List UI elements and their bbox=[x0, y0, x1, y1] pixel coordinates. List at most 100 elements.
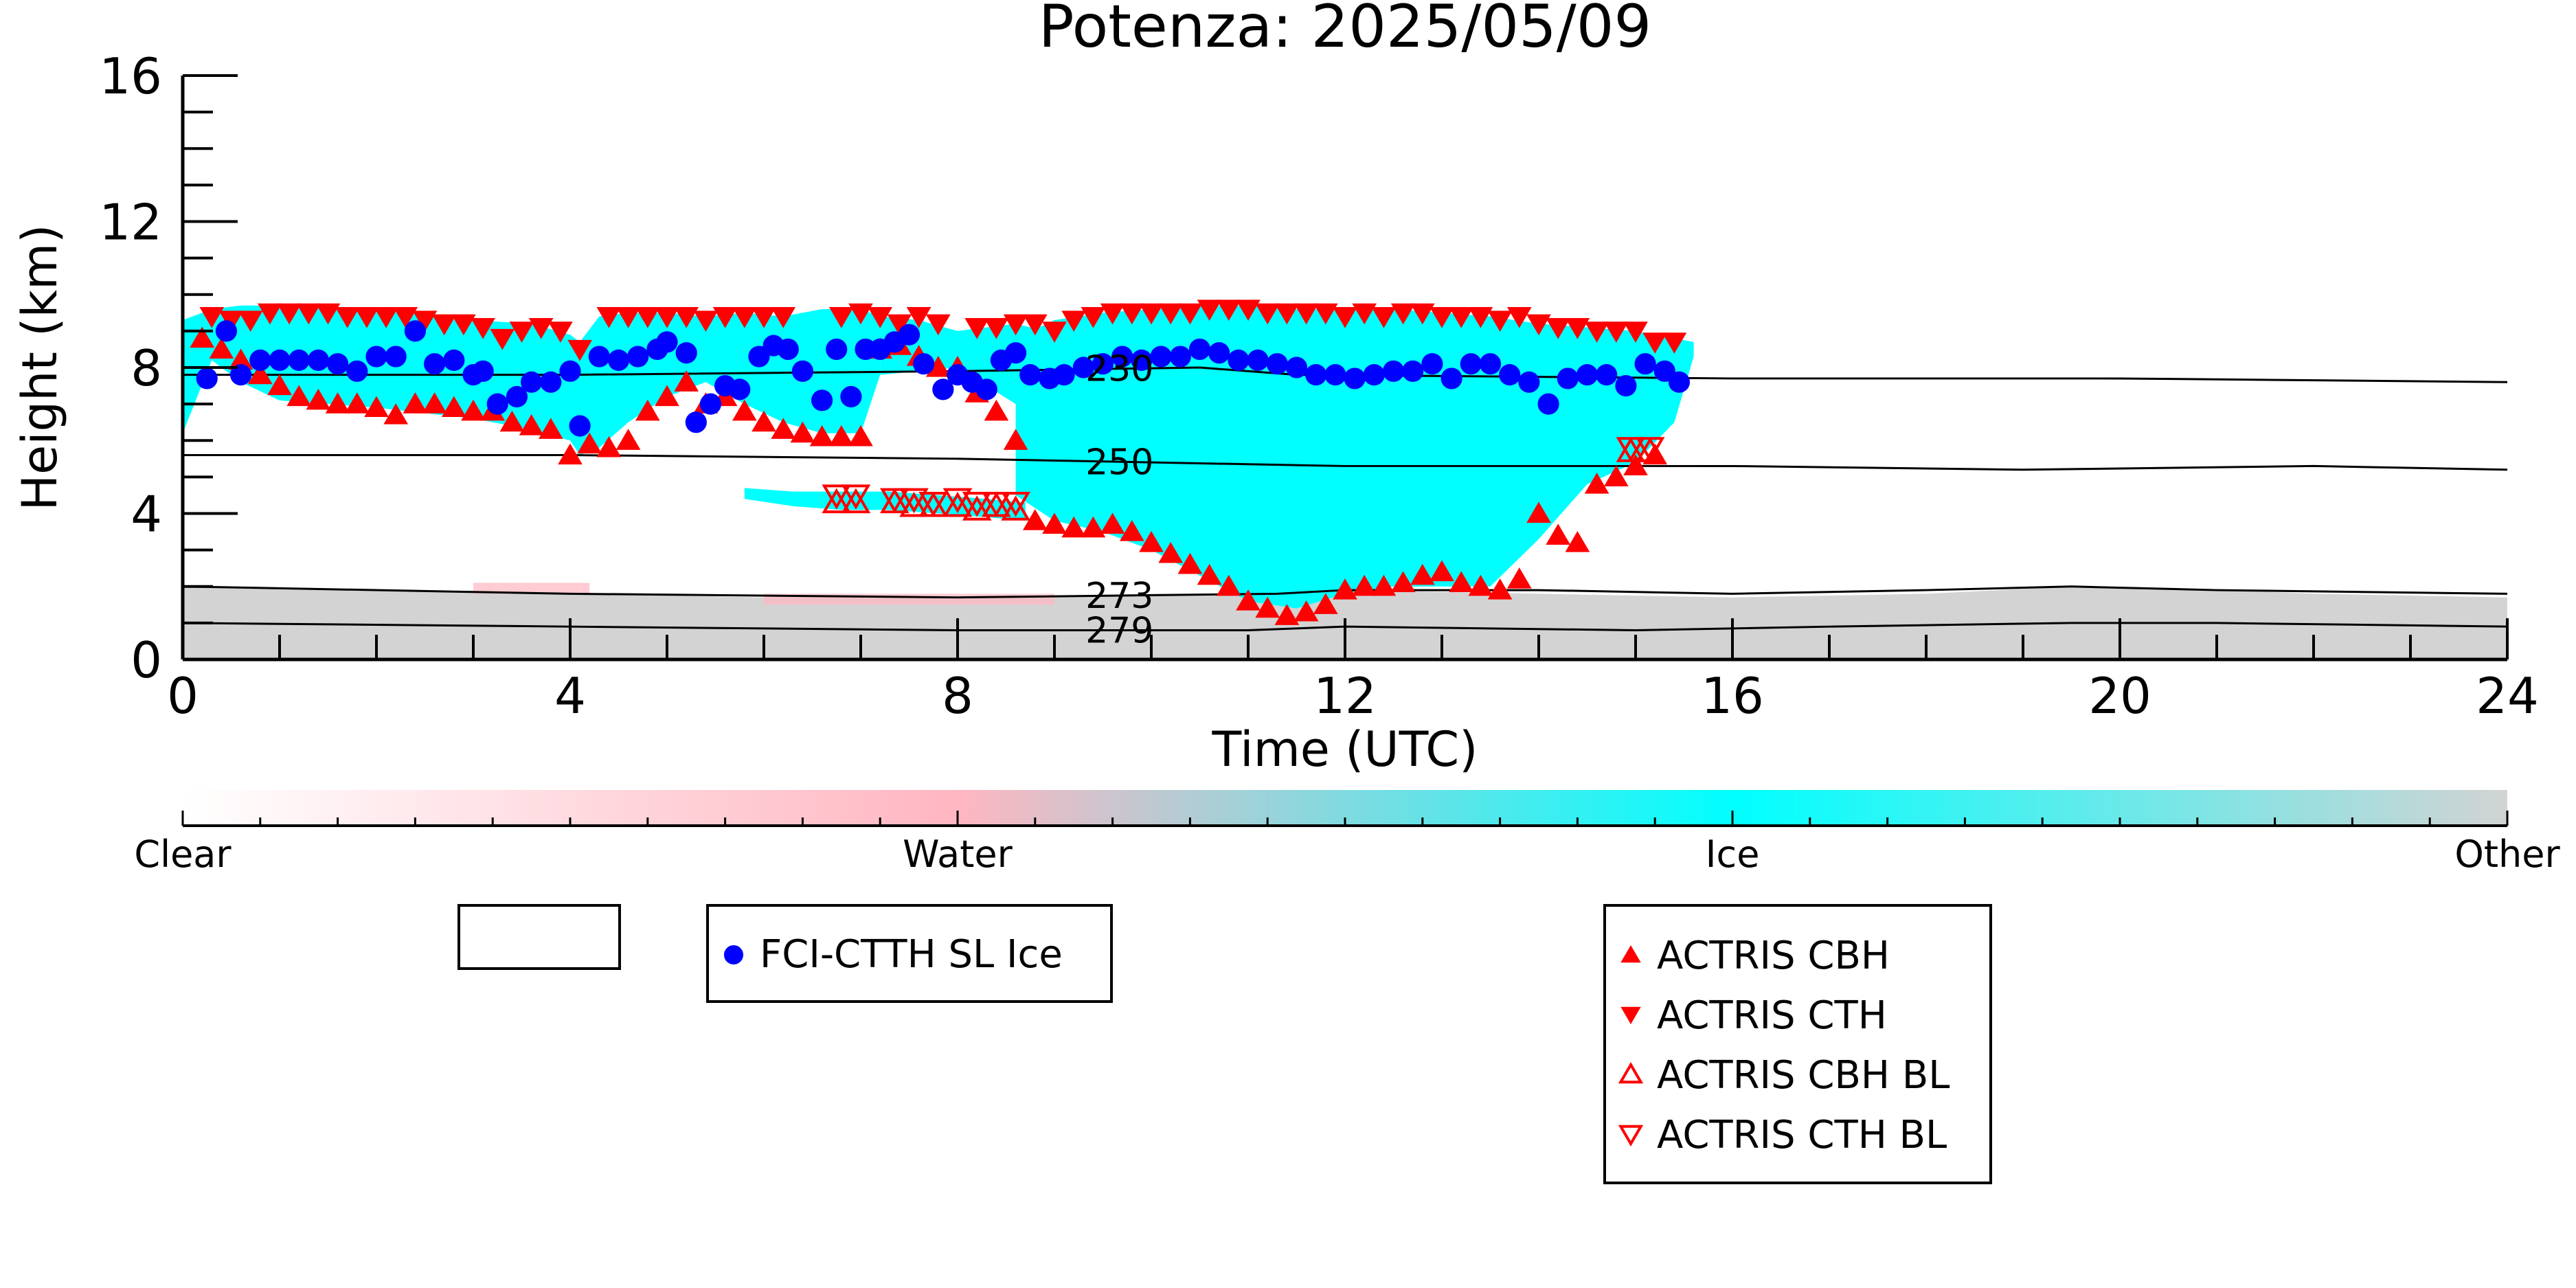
data-point bbox=[1468, 307, 1493, 328]
data-point bbox=[840, 385, 862, 408]
data-point bbox=[675, 342, 697, 364]
isotherm-line bbox=[183, 454, 2507, 471]
data-point bbox=[230, 364, 252, 386]
data-point bbox=[471, 317, 495, 339]
water-patch bbox=[473, 583, 590, 594]
data-point bbox=[1019, 364, 1041, 386]
data-point bbox=[249, 349, 271, 371]
data-point bbox=[942, 491, 973, 517]
data-point bbox=[1487, 578, 1513, 600]
ice-layer bbox=[183, 305, 1694, 609]
data-point bbox=[1092, 353, 1114, 375]
data-point bbox=[1333, 578, 1357, 600]
data-point bbox=[712, 307, 738, 328]
data-point bbox=[1022, 314, 1048, 336]
data-point bbox=[693, 310, 719, 332]
data-point bbox=[699, 393, 722, 415]
data-point bbox=[828, 307, 854, 328]
data-point bbox=[296, 303, 321, 325]
data-point bbox=[1188, 338, 1211, 361]
data-point bbox=[984, 399, 1009, 421]
data-point bbox=[209, 337, 234, 359]
x-axis-label: Time (UTC) bbox=[1212, 721, 1478, 778]
data-point bbox=[307, 349, 329, 371]
data-point bbox=[327, 353, 349, 375]
data-point bbox=[962, 495, 992, 521]
legend-label: ACTRIS CTH bbox=[1657, 993, 1887, 1038]
data-point bbox=[1363, 364, 1385, 386]
data-point bbox=[771, 307, 796, 328]
data-series bbox=[190, 300, 1691, 625]
data-point bbox=[771, 418, 796, 439]
data-point bbox=[729, 379, 751, 400]
data-point bbox=[1305, 364, 1327, 386]
data-point bbox=[451, 314, 476, 336]
legend-label: ACTRIS CBH BL bbox=[1657, 1053, 1950, 1098]
data-point bbox=[190, 326, 215, 348]
data-point bbox=[540, 371, 562, 393]
data-point bbox=[1430, 307, 1454, 328]
data-point bbox=[335, 307, 360, 328]
data-point bbox=[1537, 393, 1559, 415]
data-point bbox=[1061, 310, 1087, 332]
data-point bbox=[1255, 596, 1280, 618]
data-point bbox=[1603, 321, 1629, 343]
data-point bbox=[790, 421, 815, 443]
y-axis-label: Height (km) bbox=[12, 225, 68, 511]
data-point bbox=[306, 388, 331, 410]
data-point bbox=[777, 338, 799, 361]
axes: 0 4 8 12 16 0 4 8 12 16 20 24 bbox=[99, 47, 2538, 725]
data-point bbox=[267, 374, 292, 396]
data-point bbox=[1169, 346, 1191, 368]
data-point bbox=[354, 307, 379, 328]
data-point bbox=[385, 346, 407, 368]
data-point bbox=[635, 399, 660, 421]
data-point bbox=[685, 411, 707, 433]
data-point bbox=[964, 317, 990, 339]
data-point bbox=[925, 356, 951, 377]
data-point bbox=[325, 392, 350, 414]
colorbar-label: Other bbox=[2454, 833, 2560, 876]
data-point bbox=[1449, 307, 1474, 328]
series-actris-cth bbox=[199, 300, 1687, 361]
data-point bbox=[826, 338, 848, 361]
data-point bbox=[1468, 574, 1493, 596]
data-point bbox=[1072, 357, 1094, 379]
data-point bbox=[791, 360, 813, 382]
data-point bbox=[1371, 307, 1397, 328]
data-point bbox=[404, 320, 427, 342]
legend-marker-fci bbox=[723, 945, 744, 965]
series-fci-ctth-sl-ice bbox=[196, 320, 1691, 437]
data-point bbox=[1402, 360, 1424, 382]
isotherm-line bbox=[183, 585, 2507, 599]
isotherm-label: 273 bbox=[1085, 576, 1153, 617]
data-point bbox=[942, 488, 973, 514]
data-point bbox=[538, 418, 563, 439]
legend-marker bbox=[1620, 1006, 1641, 1024]
data-point bbox=[558, 443, 583, 465]
data-point bbox=[1003, 429, 1028, 450]
data-point bbox=[364, 396, 389, 418]
data-point bbox=[868, 307, 893, 328]
data-point bbox=[906, 307, 931, 328]
data-point bbox=[1487, 310, 1513, 332]
chart-title: Potenza: 2025/05/09 bbox=[1039, 0, 1651, 61]
data-point bbox=[218, 310, 244, 332]
data-point bbox=[1197, 563, 1222, 585]
data-point bbox=[1499, 364, 1521, 386]
data-point bbox=[1150, 346, 1172, 368]
data-point bbox=[655, 307, 679, 328]
y-tick-label: 4 bbox=[131, 486, 162, 543]
data-point bbox=[615, 429, 641, 450]
data-point bbox=[1479, 353, 1502, 375]
legend-fci: FCI-CTTH SL Ice bbox=[706, 904, 1113, 1003]
data-point bbox=[215, 320, 238, 342]
data-point bbox=[1546, 523, 1571, 545]
data-point bbox=[1293, 303, 1319, 325]
data-point bbox=[932, 379, 954, 400]
data-point bbox=[1390, 303, 1416, 325]
data-point bbox=[809, 425, 835, 447]
colorbar-label: Clear bbox=[134, 833, 231, 876]
data-point bbox=[559, 360, 581, 382]
data-point bbox=[898, 324, 920, 346]
